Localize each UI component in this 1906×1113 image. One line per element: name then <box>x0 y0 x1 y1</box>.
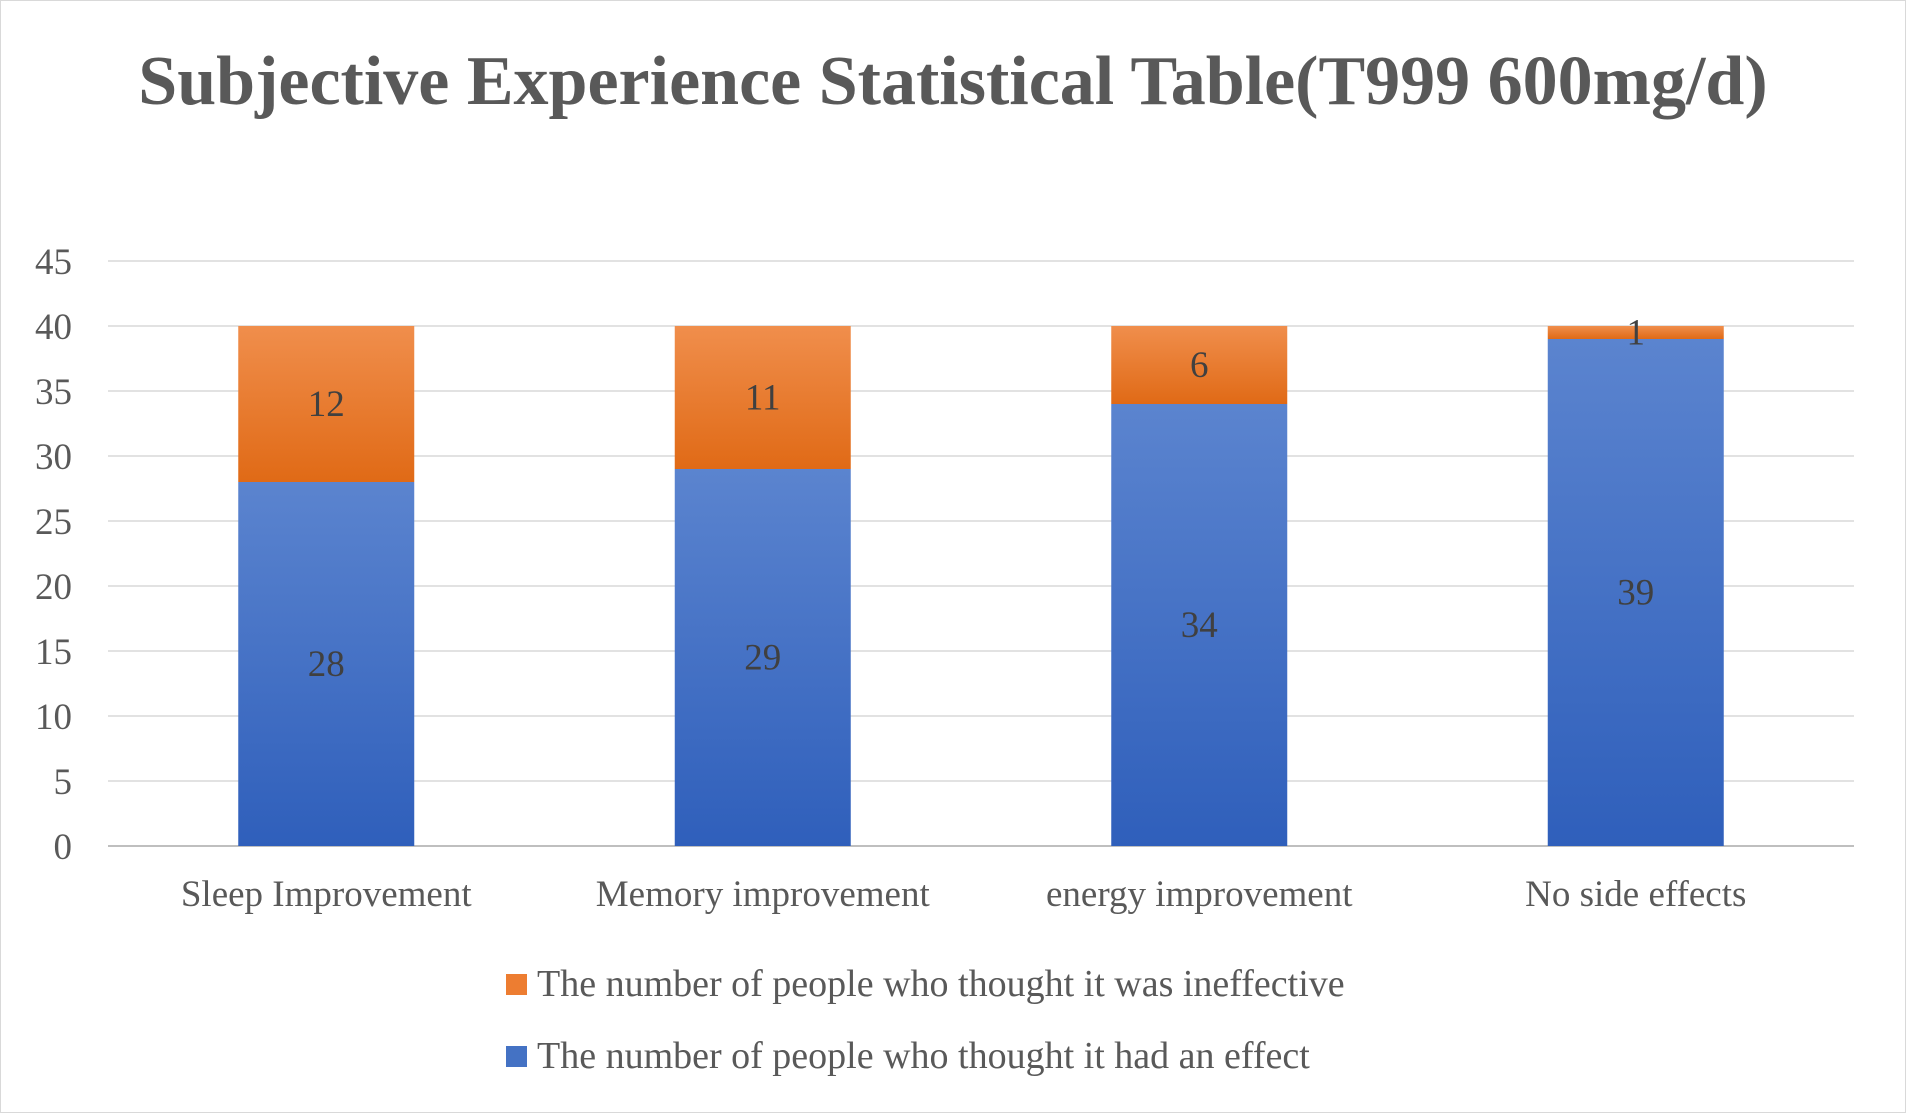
legend-label-effective: The number of people who thought it had … <box>537 1035 1310 1077</box>
y-tick-label: 25 <box>35 502 72 543</box>
bar-effect-0 <box>238 482 415 846</box>
y-tick-label: 35 <box>35 372 72 413</box>
y-tick-label: 20 <box>35 567 72 608</box>
legend-swatch-effective <box>506 1045 527 1067</box>
data-label: 29 <box>744 638 781 679</box>
bars <box>238 326 1724 846</box>
x-tick-label: Sleep Improvement <box>181 874 472 915</box>
data-label: 11 <box>745 378 781 419</box>
bar-ineffective-1 <box>674 326 851 469</box>
bar-effect-1 <box>674 469 851 846</box>
y-tick-label: 30 <box>35 437 72 478</box>
legend: The number of people who thought it was … <box>506 948 1345 1092</box>
legend-item-ineffective: The number of people who thought it was … <box>506 948 1345 1020</box>
chart-title: Subjective Experience Statistical Table(… <box>138 43 1768 120</box>
y-tick-label: 45 <box>35 242 72 283</box>
data-label: 39 <box>1617 573 1654 614</box>
legend-item-effective: The number of people who thought it had … <box>506 1020 1345 1092</box>
data-label: 6 <box>1190 345 1209 386</box>
data-label: 1 <box>1627 313 1646 354</box>
bar-effect-3 <box>1547 339 1724 846</box>
y-axis-tick-labels: 0 5 10 15 20 25 30 35 40 45 <box>35 242 72 868</box>
y-tick-label: 40 <box>35 307 72 348</box>
legend-swatch-ineffective <box>506 973 527 995</box>
x-tick-label: Memory improvement <box>596 874 931 915</box>
data-label: 28 <box>308 644 345 685</box>
bar-effect-2 <box>1111 404 1288 846</box>
data-label: 12 <box>308 384 345 425</box>
x-tick-label: energy improvement <box>1046 874 1353 915</box>
bar-ineffective-3 <box>1547 326 1724 339</box>
bar-ineffective-0 <box>238 326 415 482</box>
x-tick-label: No side effects <box>1525 874 1746 915</box>
bar-ineffective-2 <box>1111 326 1288 404</box>
y-tick-label: 15 <box>35 632 72 673</box>
y-tick-label: 10 <box>35 697 72 738</box>
y-tick-label: 5 <box>54 762 73 803</box>
y-tick-label: 0 <box>54 827 73 868</box>
data-labels: 28 12 29 11 34 6 39 1 <box>308 313 1655 686</box>
data-label: 34 <box>1181 605 1218 646</box>
x-axis-tick-labels: Sleep Improvement Memory improvement energ… <box>181 874 1747 915</box>
legend-label-ineffective: The number of people who thought it was … <box>537 963 1345 1005</box>
